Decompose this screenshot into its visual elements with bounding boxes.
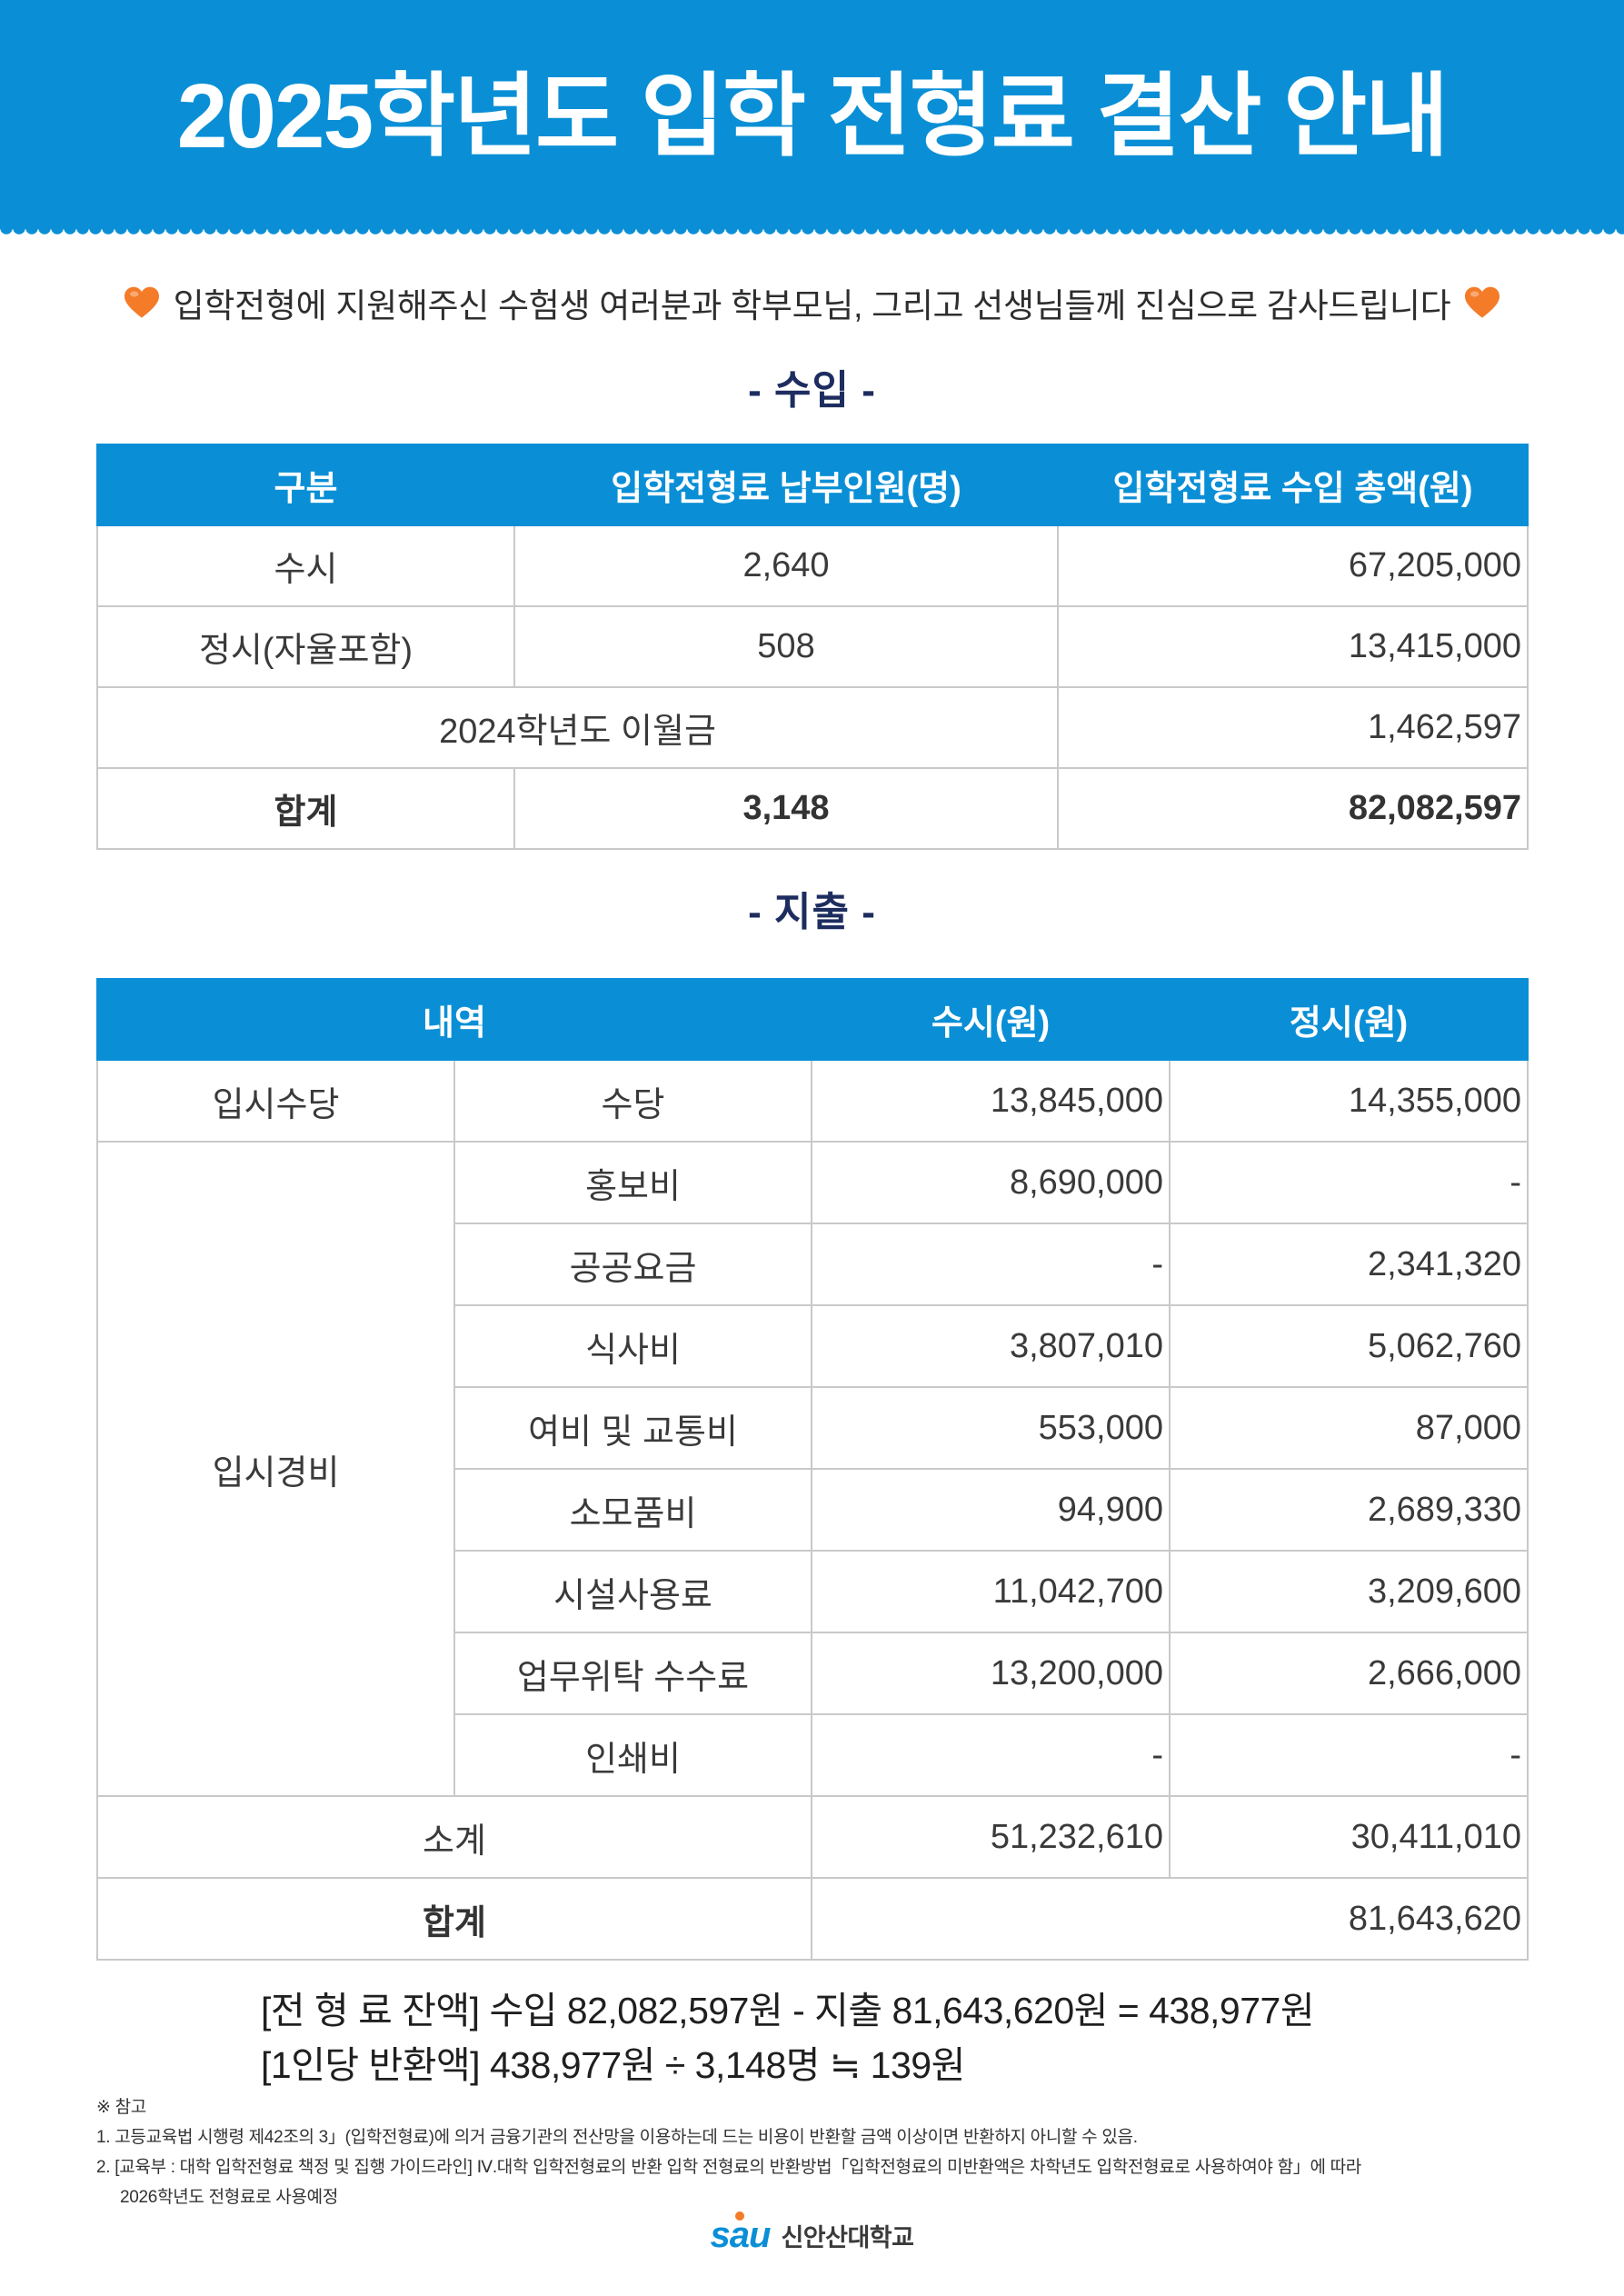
- expense-row: 인쇄비 - -: [97, 1713, 1529, 1797]
- expense-row: 식사비 3,807,010 5,062,760: [97, 1304, 1529, 1388]
- expense-jeongsi-cell: 3,209,600: [1169, 1550, 1529, 1633]
- expense-header-susi: 수시(원): [811, 978, 1171, 1061]
- expense-jeongsi-cell: 2,689,330: [1169, 1468, 1529, 1552]
- note-item-continued: 2026학년도 전형료로 사용예정: [120, 2188, 339, 2207]
- expense-subtotal-susi: 51,232,610: [811, 1795, 1171, 1879]
- income-row: 정시(자율포함) 508 13,415,000: [96, 605, 1529, 688]
- expense-item-cell: 식사비: [453, 1304, 813, 1388]
- expense-header-jeongsi: 정시(원): [1169, 978, 1529, 1061]
- expense-subtotal-row: 소계 51,232,610 30,411,010: [95, 1795, 1529, 1879]
- expense-susi-cell: 8,690,000: [811, 1141, 1171, 1224]
- expense-jeongsi-cell: 87,000: [1169, 1386, 1529, 1470]
- expense-jeongsi-cell: 5,062,760: [1169, 1304, 1529, 1388]
- expense-subtotal-jeongsi: 30,411,010: [1169, 1795, 1529, 1879]
- income-carryover-row: 2024학년도 이월금 1,462,597: [96, 686, 1529, 769]
- expense-row: 업무위탁 수수료 13,200,000 2,666,000: [97, 1632, 1529, 1715]
- logo-wordmark: sau: [710, 2215, 772, 2255]
- income-total-label: 합계: [96, 767, 515, 850]
- balance-summary: [전 형 료 잔액] 수입 82,082,597원 - 지출 81,643,62…: [261, 1983, 1315, 2092]
- logo-accent-dot: [734, 2211, 744, 2221]
- expense-jeongsi-cell: 2,341,320: [1169, 1223, 1529, 1306]
- page-title: 2025학년도 입학 전형료 결산 안내: [176, 65, 1450, 167]
- income-heading: - 수입 -: [748, 368, 876, 413]
- income-total-row: 합계 3,148 82,082,597: [96, 767, 1529, 850]
- expense-jeongsi-cell: 2,666,000: [1169, 1632, 1529, 1715]
- expense-row: 시설사용료 11,042,700 3,209,600: [97, 1550, 1529, 1633]
- expense-susi-cell: 553,000: [811, 1386, 1171, 1470]
- expense-jeongsi-cell: -: [1169, 1713, 1529, 1797]
- title-banner: 2025학년도 입학 전형료 결산 안내: [0, 0, 1624, 229]
- expense-item-cell: 공공요금: [453, 1223, 813, 1306]
- heart-icon: [124, 286, 159, 319]
- income-category-cell: 정시(자율포함): [96, 605, 515, 688]
- expense-category-cell: 입시수당: [96, 1059, 455, 1143]
- heart-icon: [1465, 286, 1500, 319]
- income-row: 수시 2,640 67,205,000: [96, 524, 1529, 607]
- balance-line: [전 형 료 잔액] 수입 82,082,597원 - 지출 81,643,62…: [261, 1990, 1315, 2031]
- income-carryover-label: 2024학년도 이월금: [96, 686, 1059, 769]
- expense-table-header: 내역 수시(원) 정시(원): [95, 978, 1529, 1061]
- notes: ※ 참고 1. 고등교육법 시행령 제42조의 3」(입학전형료)에 의거 금융…: [96, 2092, 1587, 2212]
- refund-per-person-line: [1인당 반환액] 438,977원 ÷ 3,148명 ≒ 139원: [261, 2044, 965, 2086]
- footer: sau 신안산대학교: [0, 2211, 1624, 2256]
- income-table: 구분 입학전형료 납부인원(명) 입학전형료 수입 총액(원) 수시 2,640…: [96, 444, 1529, 850]
- university-name: 신안산대학교: [781, 2223, 914, 2251]
- expense-susi-cell: 13,200,000: [811, 1632, 1171, 1715]
- expense-header-detail: 내역: [95, 978, 813, 1061]
- income-header-count: 입학전형료 납부인원(명): [513, 444, 1059, 526]
- university-logo: sau: [710, 2211, 772, 2255]
- expense-total-amount: 81,643,620: [811, 1877, 1529, 1961]
- income-category-cell: 수시: [96, 524, 515, 607]
- expense-item-cell: 인쇄비: [453, 1713, 813, 1797]
- expense-row: 소모품비 94,900 2,689,330: [97, 1468, 1529, 1552]
- expense-item-cell: 소모품비: [453, 1468, 813, 1552]
- income-header-amount: 입학전형료 수입 총액(원): [1057, 444, 1529, 526]
- note-item: 1. 고등교육법 시행령 제42조의 3」(입학전형료)에 의거 금융기관의 전…: [96, 2128, 1138, 2147]
- notes-title: ※ 참고: [96, 2098, 146, 2117]
- expense-jeongsi-cell: -: [1169, 1141, 1529, 1224]
- expense-susi-cell: -: [811, 1713, 1171, 1797]
- expense-item-cell: 홍보비: [453, 1141, 813, 1224]
- expense-susi-cell: 13,845,000: [811, 1059, 1171, 1143]
- income-carryover-amount: 1,462,597: [1057, 686, 1529, 769]
- expense-item-cell: 여비 및 교통비: [453, 1386, 813, 1470]
- greeting-text: 입학전형에 지원해주신 수험생 여러분과 학부모님, 그리고 선생님들께 진심으…: [173, 287, 1451, 324]
- note-item: 2. [교육부 : 대학 입학전형료 책정 및 집행 가이드라인] Ⅳ.대학 입…: [96, 2158, 1361, 2177]
- income-count-cell: 508: [513, 605, 1059, 688]
- expense-subtotal-label: 소계: [95, 1795, 813, 1879]
- expense-row: 여비 및 교통비 553,000 87,000: [97, 1386, 1529, 1470]
- income-header-category: 구분: [96, 444, 515, 526]
- expense-total-label: 합계: [95, 1877, 813, 1961]
- expense-susi-cell: 3,807,010: [811, 1304, 1171, 1388]
- expense-susi-cell: 11,042,700: [811, 1550, 1171, 1633]
- expense-jeongsi-cell: 14,355,000: [1169, 1059, 1529, 1143]
- banner-scalloped-edge: [0, 228, 1624, 237]
- income-amount-cell: 67,205,000: [1057, 524, 1529, 607]
- expense-item-cell: 수당: [453, 1059, 813, 1143]
- expense-category-cell: 입시경비: [96, 1141, 455, 1797]
- expense-item-cell: 업무위탁 수수료: [453, 1632, 813, 1715]
- income-total-amount: 82,082,597: [1057, 767, 1529, 850]
- income-amount-cell: 13,415,000: [1057, 605, 1529, 688]
- expense-item-cell: 시설사용료: [453, 1550, 813, 1633]
- expense-heading: - 지출 -: [748, 890, 876, 934]
- expense-table: 내역 수시(원) 정시(원) 입시수당 수당 13,845,000 14,355…: [95, 978, 1529, 1961]
- expense-row: 입시수당 수당 13,845,000 14,355,000: [96, 1059, 1529, 1143]
- income-count-cell: 2,640: [513, 524, 1059, 607]
- expense-row: 공공요금 - 2,341,320: [97, 1223, 1529, 1306]
- greeting-line: 입학전형에 지원해주신 수험생 여러분과 학부모님, 그리고 선생님들께 진심으…: [0, 278, 1624, 327]
- expense-susi-cell: 94,900: [811, 1468, 1171, 1552]
- income-total-count: 3,148: [513, 767, 1059, 850]
- expense-row: 입시경비 홍보비 8,690,000 -: [96, 1141, 1529, 1797]
- income-table-header: 구분 입학전형료 납부인원(명) 입학전형료 수입 총액(원): [96, 444, 1529, 526]
- expense-susi-cell: -: [811, 1223, 1171, 1306]
- expense-total-row: 합계 81,643,620: [95, 1877, 1529, 1961]
